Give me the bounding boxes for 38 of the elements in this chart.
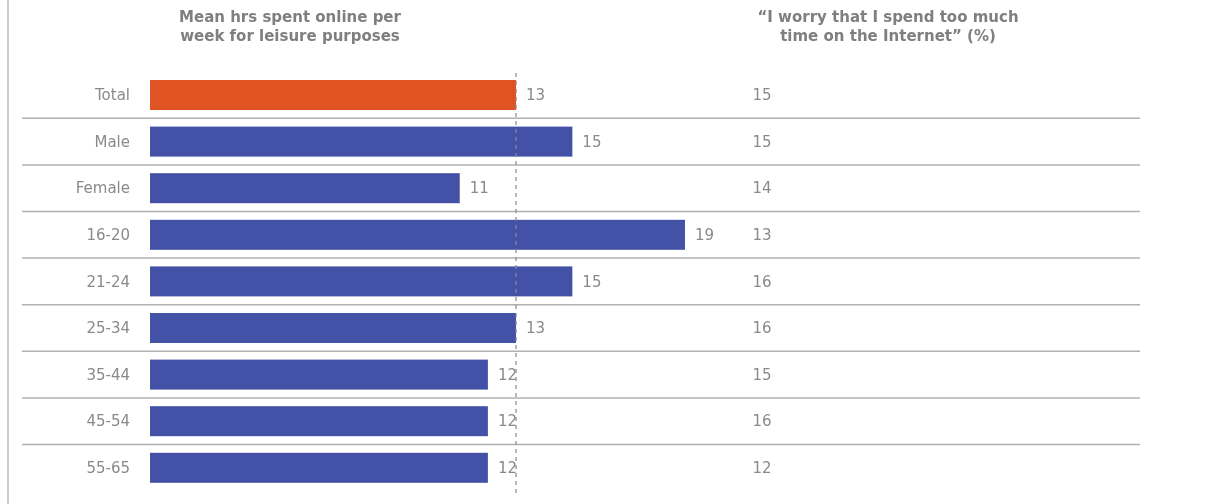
- data-label: 16: [752, 272, 772, 291]
- data-label: 19: [695, 226, 715, 245]
- data-label: 16: [752, 319, 772, 338]
- data-label: 15: [752, 132, 772, 151]
- data-label: 15: [582, 132, 602, 151]
- y-tick-label: 35-44: [86, 365, 130, 384]
- text: “I worry that I spend too much time on the Internet” (%): [757, 8, 1019, 45]
- bar: [150, 126, 573, 157]
- chart-title: Mean hrs spent online per week for leisure purposes: [179, 8, 402, 45]
- bar: [150, 406, 488, 437]
- data-label: 12: [497, 365, 517, 384]
- y-tick-label: 16-20: [86, 226, 130, 245]
- y-tick-label: 25-34: [86, 319, 130, 338]
- y-tick-label: Total: [93, 86, 130, 105]
- bar: [150, 313, 517, 343]
- data-label: 13: [752, 226, 772, 245]
- bar: [150, 359, 488, 390]
- data-label: 14: [752, 179, 772, 198]
- data-label: 13: [526, 86, 546, 105]
- bar: [150, 80, 517, 110]
- y-tick-label: 45-54: [86, 412, 130, 431]
- y-tick-label: 55-65: [86, 459, 130, 478]
- y-tick-label: 21-24: [86, 272, 130, 291]
- y-tick-label: Female: [75, 179, 130, 198]
- data-label: 15: [752, 365, 772, 384]
- data-label: 12: [752, 459, 772, 478]
- data-label: 12: [497, 459, 517, 478]
- data-label: 11: [469, 179, 489, 198]
- bar: [150, 452, 488, 483]
- bar: [150, 173, 460, 204]
- data-label: 15: [752, 86, 772, 105]
- data-label: 13: [526, 319, 546, 338]
- data-label: 12: [497, 412, 517, 431]
- data-label: 16: [752, 412, 772, 431]
- bar: [150, 219, 685, 250]
- data-label: 15: [582, 272, 602, 291]
- bar: [150, 266, 573, 297]
- y-tick-label: Male: [94, 132, 130, 151]
